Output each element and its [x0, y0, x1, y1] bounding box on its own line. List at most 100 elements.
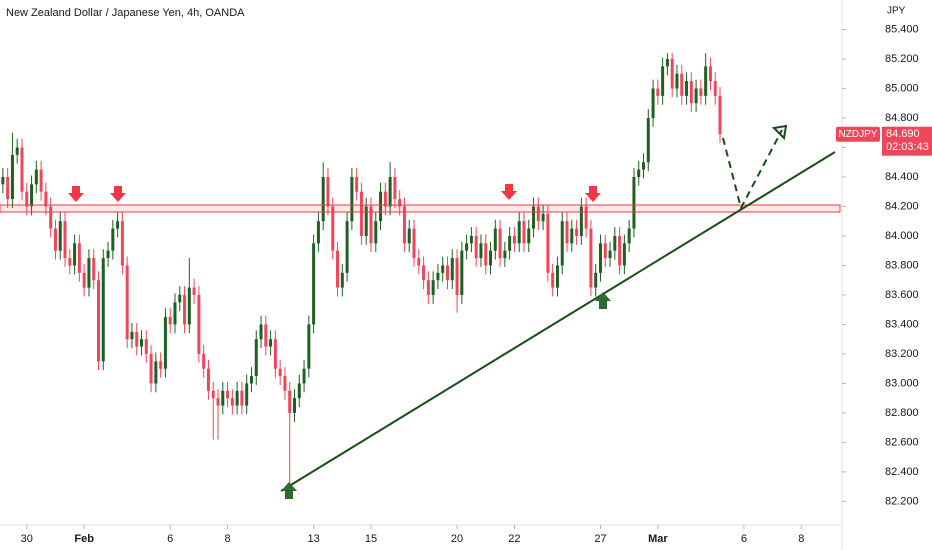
candle-body [536, 206, 540, 222]
countdown-label: 02:03:43 [886, 141, 929, 153]
candle-body [245, 383, 249, 406]
candle-body [230, 398, 234, 406]
candle-body [183, 294, 187, 325]
candle-body [675, 73, 679, 89]
candle-body [39, 169, 43, 192]
candle-body [120, 221, 124, 266]
candle-body [489, 250, 493, 266]
projection-arrowhead [771, 124, 788, 141]
candle-body [589, 228, 593, 288]
candle-body [321, 176, 325, 222]
candle-body [551, 272, 555, 288]
symbol-label: NZDJPY [839, 129, 878, 140]
x-tick-label: 6 [741, 533, 747, 545]
candle-body [646, 117, 650, 163]
candle-body [254, 339, 258, 377]
candle-body [383, 191, 387, 207]
candle-body [704, 66, 708, 96]
candle-body [388, 176, 392, 207]
candle-body [718, 95, 722, 135]
candle-body [565, 221, 569, 244]
candle-body [87, 258, 91, 288]
candle-body [168, 317, 172, 325]
candle-body [249, 376, 253, 384]
x-tick-label: 8 [798, 533, 804, 545]
candle-body [407, 228, 411, 244]
candle-body [77, 243, 81, 273]
candle-body [398, 199, 402, 207]
candle-body [651, 88, 655, 118]
candle-body [402, 206, 406, 244]
candle-body [584, 206, 588, 229]
candle-body [512, 235, 516, 244]
y-tick-label: 83.600 [885, 289, 919, 301]
y-tick-label: 83.000 [885, 377, 919, 389]
candle-body [278, 368, 282, 377]
candle-body [508, 235, 512, 251]
candle-body [192, 287, 196, 295]
candle-body [532, 206, 536, 229]
candle-body [312, 243, 316, 325]
candle-body [445, 265, 449, 281]
candle-body [685, 81, 689, 96]
symbol-badge [836, 126, 880, 142]
candle-body [340, 272, 344, 288]
candle-body [25, 191, 29, 207]
candle-body [642, 162, 646, 170]
candle-body [154, 361, 158, 384]
candle-body [15, 147, 19, 155]
candle-body [426, 280, 430, 295]
x-tick-label: 30 [21, 533, 33, 545]
price-label: 84.690 [886, 128, 920, 140]
price-badge [882, 126, 932, 156]
x-tick-label: Feb [74, 533, 94, 545]
candle-body [92, 258, 96, 281]
candle-body [221, 390, 225, 406]
candle-body [273, 339, 277, 369]
candle-body [187, 287, 191, 325]
candle-body [627, 228, 631, 244]
candle-body [598, 243, 602, 273]
candle-body [412, 228, 416, 259]
candle-body [431, 280, 435, 295]
candle-body [326, 176, 330, 207]
candle-body [163, 317, 167, 369]
candle-body [10, 154, 14, 200]
candle-body [173, 302, 177, 325]
candle-body [149, 353, 153, 384]
candle-body [498, 228, 502, 259]
candle-body [579, 206, 583, 236]
candle-body [713, 81, 717, 96]
down-arrow [585, 186, 601, 202]
y-tick-label: 84.800 [885, 112, 919, 124]
candle-body [336, 250, 340, 288]
candle-body [546, 213, 550, 273]
candle-body [202, 353, 206, 369]
y-tick-label: 82.600 [885, 436, 919, 448]
candle-body [101, 258, 105, 362]
candle-body [359, 191, 363, 236]
candle-body [522, 221, 526, 244]
candle-body [450, 258, 454, 281]
x-tick-label: Mar [648, 533, 668, 545]
candle-body [331, 206, 335, 251]
up-arrow [281, 482, 297, 499]
candle-body [216, 398, 220, 406]
x-tick-label: 27 [594, 533, 606, 545]
candle-body [259, 324, 263, 340]
y-tick-label: 82.800 [885, 407, 919, 419]
x-tick-label: 15 [365, 533, 377, 545]
candle-body [656, 88, 660, 96]
trend-line [280, 151, 836, 492]
candle-body [455, 258, 459, 295]
y-tick-label: 83.200 [885, 348, 919, 360]
candle-body [460, 250, 464, 295]
candle-body [1, 176, 5, 185]
candle-body [493, 228, 497, 251]
candle-body [82, 272, 86, 288]
candle-body [197, 294, 201, 354]
candle-body [350, 176, 354, 222]
candle-body [594, 272, 598, 288]
